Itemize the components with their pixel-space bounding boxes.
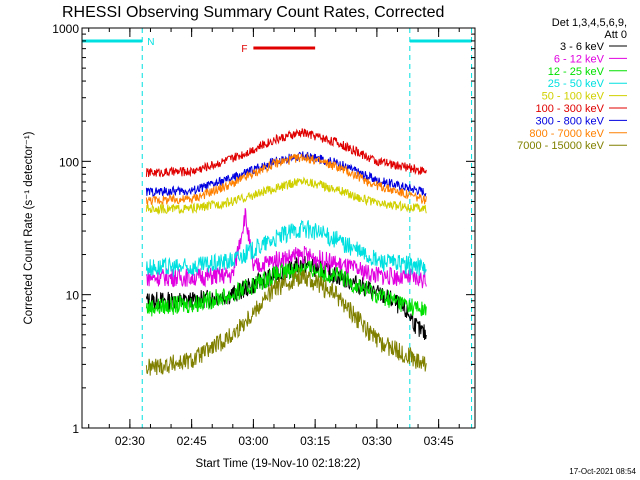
series-line: [145, 151, 427, 198]
legend-label: 25 - 50 keV: [548, 78, 605, 90]
legend-label: 3 - 6 keV: [560, 41, 605, 53]
flare-flag-label: F: [241, 44, 247, 55]
legend-label: 100 - 300 keV: [536, 103, 605, 115]
series-line: [145, 128, 427, 178]
legend-label: 50 - 100 keV: [542, 91, 605, 103]
y-axis-label: Corrected Count Rate (s⁻¹ detector⁻¹): [23, 131, 35, 324]
x-tick-label: 03:00: [238, 434, 268, 448]
series-line: [145, 219, 427, 277]
legend-label: 12 - 25 keV: [548, 66, 605, 78]
footer-date: 17-Oct-2021 08:54: [569, 467, 636, 476]
legend-label: 300 - 800 keV: [536, 115, 605, 127]
x-tick-label: 03:45: [424, 434, 454, 448]
x-tick-label: 03:15: [300, 434, 330, 448]
x-axis-label: Start Time (19-Nov-10 02:18:22): [196, 458, 361, 470]
legend-label: 6 - 12 keV: [554, 53, 605, 65]
y-tick-label: 10: [66, 289, 80, 303]
chart-title: RHESSI Observing Summary Count Rates, Co…: [62, 4, 444, 21]
series-line: [145, 208, 427, 289]
x-tick-label: 02:45: [177, 434, 207, 448]
series-line: [145, 176, 427, 216]
legend-label: 7000 - 15000 keV: [517, 140, 605, 152]
y-tick-label: 100: [59, 155, 79, 169]
series-line: [145, 267, 427, 376]
detector-info-line-2: Att 0: [604, 29, 627, 41]
y-tick-label: 1: [72, 422, 79, 436]
detector-info-line-1: Det 1,3,4,5,6,9,: [552, 17, 627, 29]
series-line: [145, 260, 427, 317]
x-tick-label: 02:30: [115, 434, 145, 448]
x-tick-label: 03:30: [362, 434, 392, 448]
plot-frame: [81, 27, 476, 429]
night-flag-label: N: [147, 37, 154, 48]
series-line: [145, 153, 427, 207]
y-tick-label: 1000: [52, 22, 79, 36]
legend-label: 800 - 7000 keV: [529, 128, 604, 140]
axes: 1 10 100 1000 02:30 02:45 03:00 03:15 03:30 03:45: [52, 22, 475, 448]
plot-area: NF: [81, 28, 473, 428]
